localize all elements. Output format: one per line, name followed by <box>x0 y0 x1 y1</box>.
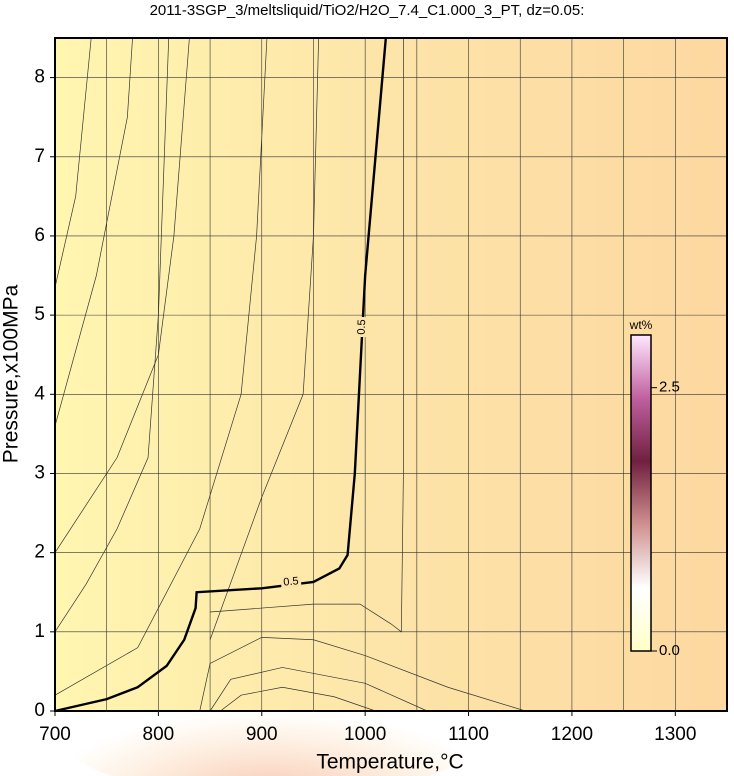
contour-label-bg <box>280 575 302 589</box>
y-tick-label: 2 <box>34 542 45 563</box>
colorbar-tick-label: 0.0 <box>659 642 680 659</box>
y-tick-label: 3 <box>34 462 45 483</box>
plot-shading <box>40 621 500 776</box>
x-tick-label: 1000 <box>344 724 386 745</box>
x-tick-label: 900 <box>246 724 278 745</box>
y-tick-label: 1 <box>34 621 45 642</box>
y-tick-label: 6 <box>34 225 45 246</box>
contour-line <box>54 37 170 633</box>
y-tick-label: 5 <box>34 304 45 325</box>
x-tick-label: 800 <box>143 724 175 745</box>
plot-frame <box>54 37 728 712</box>
contour-label-bg <box>355 316 369 338</box>
contour-line <box>54 37 133 427</box>
contour-line <box>54 37 268 696</box>
chart-title: 2011-3SGP_3/meltsliquid/TiO2/H2O_7.4_C1.… <box>150 2 585 19</box>
contour-line <box>209 667 428 712</box>
x-tick-label: 1200 <box>551 724 593 745</box>
y-tick-label: 4 <box>34 383 45 404</box>
contour-line <box>54 37 190 553</box>
x-tick-label: 1100 <box>448 724 489 745</box>
x-tick-label: 1300 <box>654 724 696 745</box>
contour-line <box>54 37 92 288</box>
y-tick-label: 0 <box>34 700 45 721</box>
colorbar-label: wt% <box>629 318 653 332</box>
y-tick-label: 7 <box>34 146 45 167</box>
contour-line <box>210 38 404 633</box>
x-axis-label: Temperature,°C <box>316 751 463 774</box>
contour-line <box>199 637 526 712</box>
contour-label: 0.5 <box>356 319 369 335</box>
x-tick-label: 700 <box>39 724 71 745</box>
contour-line <box>220 686 376 712</box>
contour-label: 0.5 <box>283 575 299 588</box>
plot-background <box>55 38 727 711</box>
y-tick-label: 8 <box>34 67 45 88</box>
contour-line <box>209 37 319 640</box>
y-axis-label: Pressure,x100MPa <box>0 284 23 463</box>
colorbar <box>630 334 652 652</box>
colorbar-tick-label: 2.5 <box>659 379 680 396</box>
